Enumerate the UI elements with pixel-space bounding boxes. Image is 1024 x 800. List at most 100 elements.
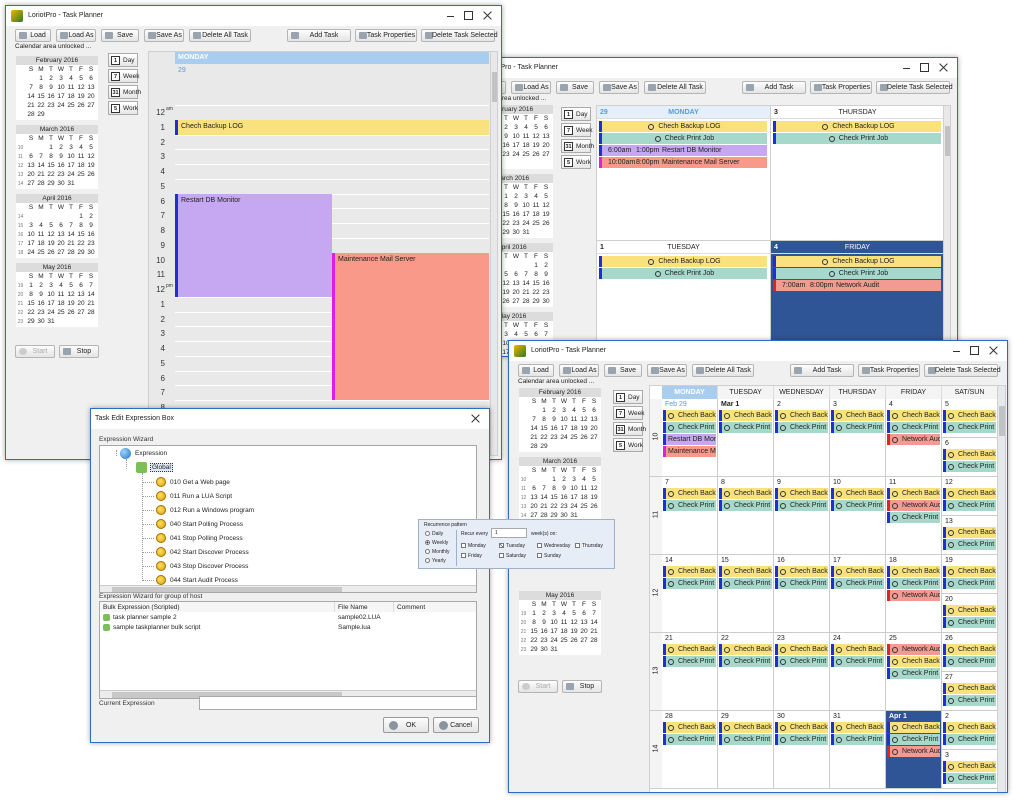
day-cell[interactable]: Apr 1 Chech Backup LOG Check Print Job Netw… bbox=[886, 711, 942, 789]
day-cell[interactable]: 23 Chech Backup LOG Check Print Job bbox=[774, 633, 830, 711]
day-cell[interactable]: 4 Chech Backup LOG Check Print Job Network … bbox=[886, 399, 942, 477]
calendar-day[interactable]: 26 bbox=[590, 503, 598, 510]
interval-input[interactable]: 1 bbox=[491, 528, 527, 538]
calendar-day[interactable]: 29 bbox=[502, 229, 510, 236]
event[interactable]: Check Print Job bbox=[719, 656, 772, 667]
calendar-day[interactable]: 26 bbox=[580, 434, 588, 441]
calendar-day[interactable]: 22 bbox=[37, 102, 45, 109]
calendar-day[interactable]: 8 bbox=[532, 619, 536, 626]
calendar-day[interactable]: 5 bbox=[534, 124, 538, 131]
calendar-day[interactable]: 4 bbox=[79, 144, 83, 151]
calendar-day[interactable]: 31 bbox=[550, 646, 558, 653]
window-min[interactable] bbox=[952, 346, 961, 355]
event[interactable]: Chech Backup LOG bbox=[663, 488, 716, 499]
day-cell[interactable]: 1 TUESDAY Chech Backup LOG Check Print Job bbox=[597, 241, 771, 340]
calendar-day[interactable]: 9 bbox=[49, 84, 53, 91]
calendar-day[interactable]: 10 bbox=[67, 153, 75, 160]
day-cell[interactable]: 21 Chech Backup LOG Check Print Job bbox=[662, 633, 718, 711]
event[interactable]: Chech Backup LOG bbox=[719, 722, 772, 733]
calendar-day[interactable]: 26 bbox=[502, 298, 510, 305]
calendar-day[interactable]: 11 bbox=[67, 84, 75, 91]
calendar-day[interactable]: 18 bbox=[67, 93, 75, 100]
window-max[interactable] bbox=[920, 63, 929, 72]
calendar-day[interactable]: 21 bbox=[590, 628, 598, 635]
calendar-day[interactable]: 19 bbox=[47, 240, 55, 247]
calendar-day[interactable]: 27 bbox=[590, 434, 598, 441]
calendar-day[interactable]: 18 bbox=[570, 425, 578, 432]
event[interactable]: Check Print Job bbox=[775, 578, 828, 589]
calendar-day[interactable]: 14 bbox=[67, 231, 75, 238]
calendar-day[interactable]: 22 bbox=[550, 503, 558, 510]
calendar-day[interactable]: 27 bbox=[580, 637, 588, 644]
calendar-day[interactable]: 5 bbox=[504, 271, 508, 278]
calendar-day[interactable]: 2 bbox=[39, 282, 43, 289]
event[interactable]: Chech Backup LOG bbox=[663, 722, 716, 733]
calendar-day[interactable]: 26 bbox=[570, 637, 578, 644]
calendar-day[interactable]: 17 bbox=[512, 142, 520, 149]
day-cell[interactable]: 5 Chech Backup LOG Check Print Job bbox=[942, 399, 998, 438]
calendar-day[interactable]: 24 bbox=[47, 309, 55, 316]
event[interactable]: Chech Backup LOG bbox=[719, 488, 772, 499]
day-cell[interactable]: 13 Chech Backup LOG Check Print Job bbox=[942, 516, 998, 555]
event[interactable]: Chech Backup LOG bbox=[175, 119, 489, 135]
calendar-day[interactable]: 13 bbox=[27, 162, 35, 169]
calendar-day[interactable]: 29 bbox=[77, 249, 85, 256]
calendar-day[interactable]: 4 bbox=[514, 331, 518, 338]
calendar-day[interactable]: 24 bbox=[57, 102, 65, 109]
calendar-day[interactable]: 7 bbox=[39, 153, 43, 160]
calendar-day[interactable]: 16 bbox=[47, 93, 55, 100]
calendar-day[interactable]: 4 bbox=[524, 124, 528, 131]
day-cell[interactable]: 26 Chech Backup LOG Check Print Job bbox=[942, 633, 998, 672]
toolbar-button[interactable]: Save bbox=[604, 364, 642, 377]
calendar-day[interactable]: 13 bbox=[57, 231, 65, 238]
day-cell[interactable]: 2 Chech Backup LOG Check Print Job bbox=[774, 399, 830, 477]
event[interactable]: Check Print Job bbox=[943, 773, 996, 784]
calendar-day[interactable]: 15 bbox=[47, 162, 55, 169]
event[interactable]: 10:00am 8:00pm Maintenance Mail Server bbox=[599, 157, 767, 168]
calendar-day[interactable]: 25 bbox=[560, 637, 568, 644]
event[interactable]: Check Print Job bbox=[943, 695, 996, 706]
calendar-day[interactable]: 24 bbox=[27, 249, 35, 256]
calendar-day[interactable]: 21 bbox=[540, 503, 548, 510]
event[interactable]: Chech Backup LOG bbox=[831, 410, 884, 421]
calendar-day[interactable]: 23 bbox=[542, 289, 550, 296]
calendar-day[interactable]: 23 bbox=[540, 637, 548, 644]
calendar-day[interactable]: 29 bbox=[27, 318, 35, 325]
event[interactable]: Check Print Job bbox=[943, 617, 996, 628]
day-checkbox[interactable] bbox=[461, 553, 466, 558]
view-button[interactable]: 5 Work bbox=[613, 438, 643, 452]
calendar-day[interactable]: 8 bbox=[79, 222, 83, 229]
calendar-day[interactable]: 4 bbox=[39, 222, 43, 229]
event[interactable]: Chech Backup LOG bbox=[663, 566, 716, 577]
event[interactable]: Network Audit bbox=[887, 644, 940, 655]
day-cell[interactable]: 8 Chech Backup LOG Check Print Job bbox=[718, 477, 774, 555]
calendar-day[interactable]: 30 bbox=[542, 298, 550, 305]
calendar-day[interactable]: 25 bbox=[37, 249, 45, 256]
calendar-day[interactable]: 1 bbox=[532, 610, 536, 617]
view-button[interactable]: 31 Month bbox=[613, 422, 646, 436]
calendar-day[interactable]: 20 bbox=[57, 240, 65, 247]
event[interactable]: Network Audit bbox=[887, 434, 940, 445]
calendar-day[interactable]: 17 bbox=[570, 494, 578, 501]
table-cell[interactable]: Sample.lua bbox=[338, 624, 371, 631]
calendar-day[interactable]: 24 bbox=[560, 434, 568, 441]
pattern-radio[interactable] bbox=[425, 549, 430, 554]
day-cell[interactable]: 27 Chech Backup LOG Check Print Job bbox=[942, 672, 998, 711]
calendar-day[interactable]: 12 bbox=[87, 153, 95, 160]
toolbar-button[interactable]: Save As bbox=[647, 364, 687, 377]
calendar-day[interactable]: 11 bbox=[57, 291, 65, 298]
calendar-day[interactable]: 12 bbox=[502, 280, 510, 287]
calendar-day[interactable]: 28 bbox=[590, 637, 598, 644]
calendar-day[interactable]: 16 bbox=[502, 142, 510, 149]
calendar-day[interactable]: 28 bbox=[37, 180, 45, 187]
event[interactable]: Chech Backup LOG bbox=[719, 566, 772, 577]
calendar-day[interactable]: 1 bbox=[39, 75, 43, 82]
calendar-day[interactable]: 10 bbox=[57, 84, 65, 91]
calendar-day[interactable]: 6 bbox=[544, 124, 548, 131]
calendar-day[interactable]: 6 bbox=[59, 222, 63, 229]
calendar-day[interactable]: 19 bbox=[580, 425, 588, 432]
event[interactable]: Check Print Job bbox=[775, 422, 828, 433]
event[interactable]: Chech Backup LOG bbox=[719, 644, 772, 655]
calendar-day[interactable]: 15 bbox=[77, 231, 85, 238]
event[interactable]: Check Print Job bbox=[775, 734, 828, 745]
